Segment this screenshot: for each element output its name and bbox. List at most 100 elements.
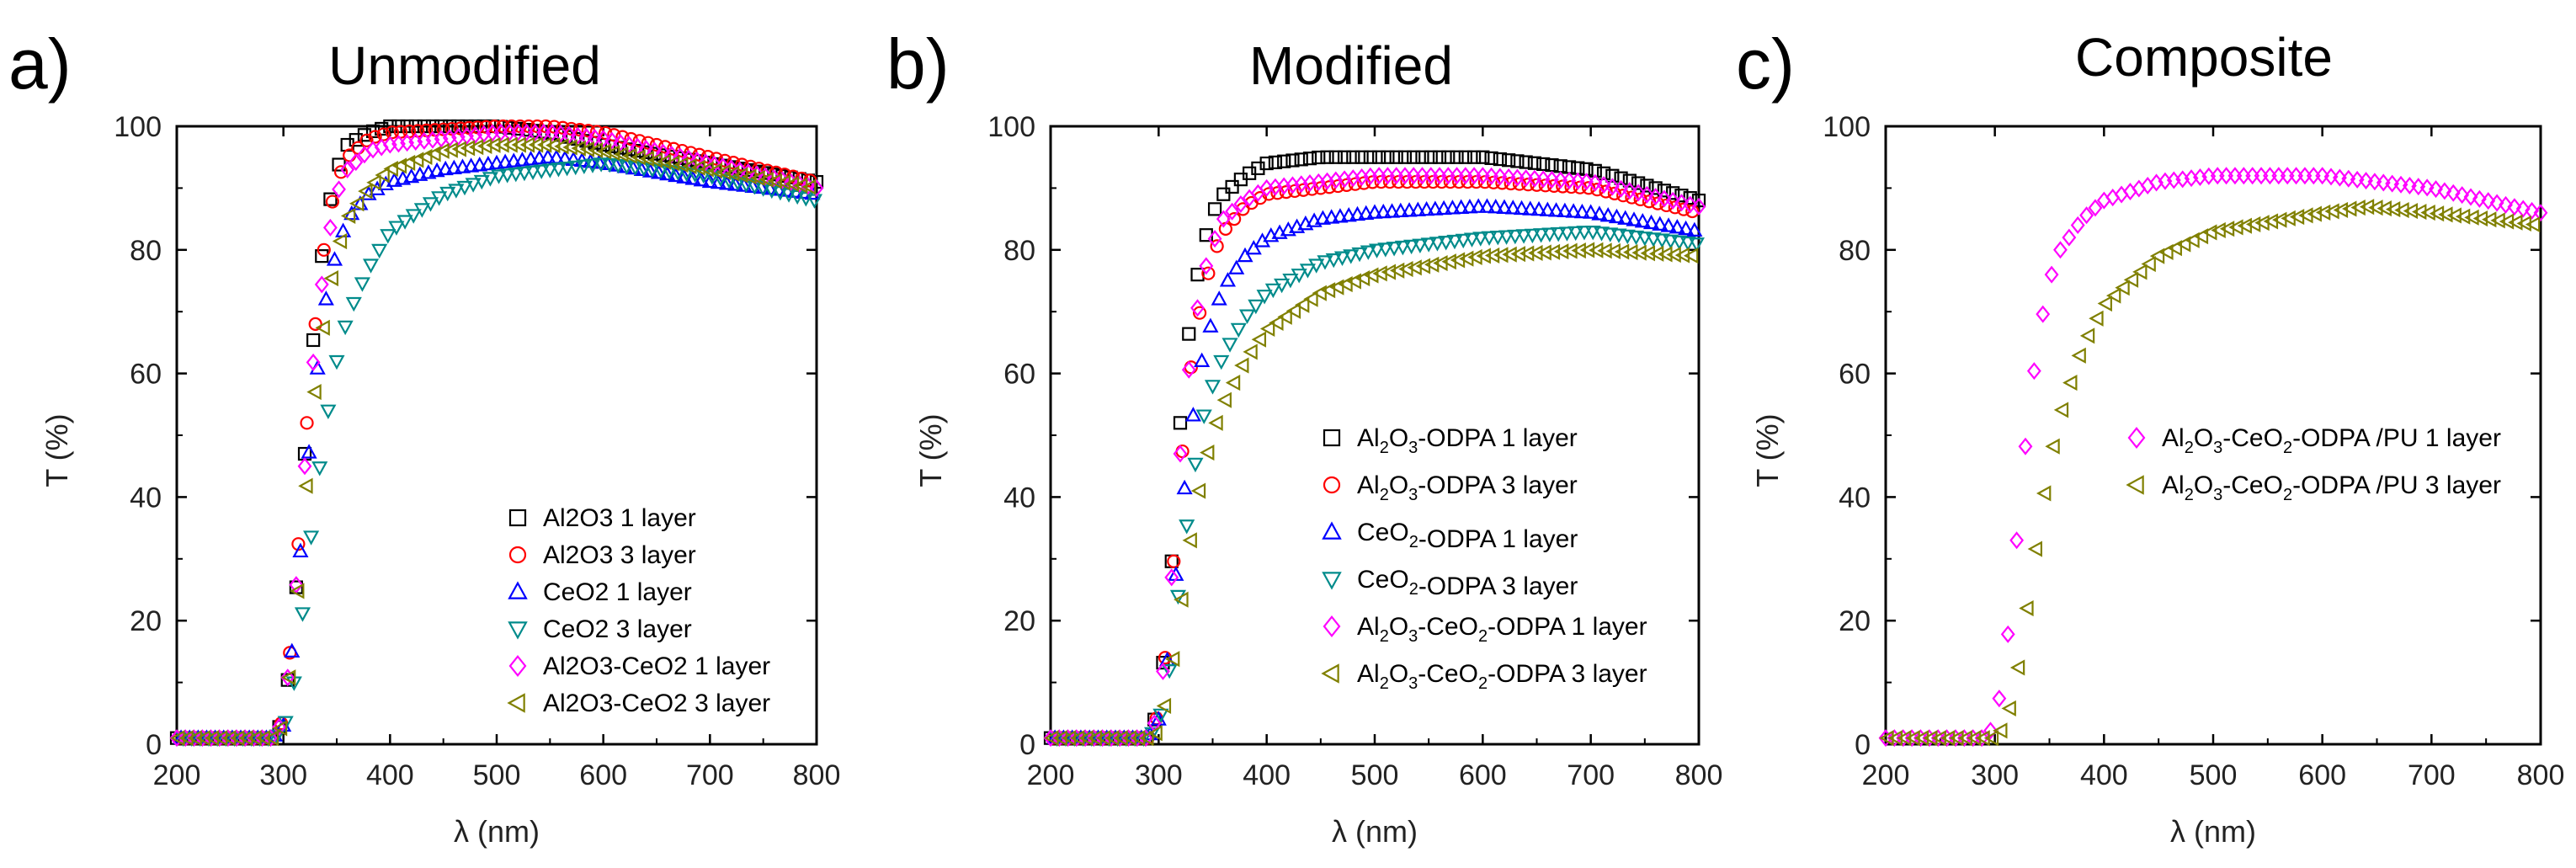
data-point: [328, 354, 345, 370]
x-axis-label: λ (nm): [1332, 814, 1418, 849]
data-point: [1424, 150, 1438, 164]
data-marks: [1878, 167, 2548, 748]
data-point: [1070, 730, 1085, 747]
data-point: [1461, 198, 1478, 214]
data-point: [333, 165, 349, 179]
data-point: [516, 166, 533, 182]
data-point: [1164, 651, 1180, 668]
x-tick-label: 300: [259, 759, 307, 791]
data-point: [550, 162, 567, 178]
data-point: [1175, 444, 1190, 459]
data-point: [576, 159, 593, 175]
legend-marker: [508, 509, 527, 527]
data-point: [2009, 531, 2025, 550]
data-point: [1251, 331, 1267, 348]
data-point: [1061, 730, 1077, 747]
data-point: [2079, 206, 2094, 225]
data-point: [308, 317, 322, 331]
data-point: [1622, 173, 1637, 188]
data-point: [1320, 150, 1334, 164]
data-point: [1213, 354, 1230, 370]
y-tick-label: 60: [1839, 359, 1871, 391]
data-point: [1607, 186, 1622, 200]
legend-label: CeO2 3 layer: [543, 615, 692, 643]
data-point: [376, 127, 391, 141]
legend-marker: [1322, 521, 1342, 540]
data-point: [294, 607, 311, 622]
data-point: [1553, 243, 1569, 260]
data-point: [426, 146, 441, 162]
data-point: [2097, 295, 2112, 312]
data-point: [2341, 169, 2356, 188]
x-tick-label: 800: [1675, 759, 1723, 791]
legend-marker: [508, 654, 527, 678]
data-point: [1139, 730, 1154, 747]
data-point: [609, 159, 626, 174]
tick-group: 200 300 400 500 600 700 800 0 20 40 60 80 100: [987, 111, 1722, 791]
data-point: [204, 730, 220, 747]
data-point: [230, 730, 245, 747]
data-point: [1640, 245, 1656, 262]
data-point: [1317, 255, 1333, 270]
data-point: [1337, 150, 1352, 164]
data-point: [1355, 150, 1369, 164]
data-point: [408, 152, 424, 168]
y-tick-label: 20: [1839, 605, 1871, 637]
data-point: [238, 730, 253, 747]
data-point: [1446, 234, 1463, 250]
data-point: [2019, 599, 2034, 617]
data-point: [280, 668, 295, 687]
x-tick-label: 200: [1862, 759, 1910, 791]
legend: Al2O3 1 layer Al2O3 3 layer CeO2 1 layer Ce…: [507, 504, 770, 717]
data-point: [1360, 245, 1376, 260]
data-point: [1642, 194, 1657, 209]
data-point: [1678, 220, 1695, 236]
data-point: [1294, 152, 1308, 167]
data-point: [536, 136, 552, 153]
data-point: [187, 730, 202, 747]
data-point: [2088, 199, 2103, 217]
data-point: [1251, 161, 1265, 176]
data-point: [1528, 244, 1543, 262]
panel-letter-a: a): [8, 24, 72, 104]
data-point: [1314, 210, 1331, 225]
data-point: [306, 333, 321, 348]
data-point: [1498, 230, 1515, 245]
data-point: [1683, 195, 1698, 214]
x-tick-label: 600: [1459, 759, 1507, 791]
data-point: [1245, 239, 1262, 255]
data-point: [1674, 247, 1690, 264]
data-point: [1184, 407, 1201, 422]
data-point: [1558, 226, 1575, 242]
data-point: [2429, 180, 2443, 199]
data-point: [806, 194, 823, 209]
data-point: [2507, 198, 2522, 216]
data-point: [1562, 242, 1578, 259]
data-point: [1476, 248, 1491, 264]
data-point: [1669, 219, 1685, 234]
data-point: [1401, 202, 1418, 217]
y-tick-label: 40: [130, 482, 162, 514]
data-point: [1966, 730, 1982, 747]
data-point: [1323, 209, 1340, 224]
data-point: [673, 147, 688, 166]
data-point: [1333, 251, 1351, 266]
y-axis-label: T (%): [913, 413, 948, 487]
data-point: [1653, 233, 1670, 248]
data-point: [391, 157, 407, 174]
data-point: [1691, 197, 1706, 216]
data-point: [1622, 182, 1637, 200]
data-point: [1992, 690, 2007, 708]
data-point: [1320, 282, 1336, 299]
data-point: [1138, 729, 1153, 748]
data-point: [473, 174, 490, 190]
legend-marker: [1323, 615, 1341, 638]
data-point: [1507, 229, 1524, 245]
data-point: [1225, 179, 1239, 194]
data-point: [1156, 662, 1170, 680]
x-tick-label: 200: [1027, 759, 1075, 791]
data-point: [1589, 242, 1604, 258]
data-point: [178, 730, 194, 747]
data-point: [562, 125, 577, 144]
panel-composite: c) Composite 200 300 400 500 600 700 800 0 20 40 6…: [1736, 24, 2564, 849]
